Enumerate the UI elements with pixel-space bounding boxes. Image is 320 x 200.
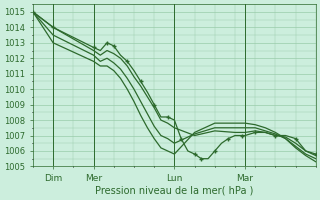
X-axis label: Pression niveau de la mer( hPa ): Pression niveau de la mer( hPa )	[95, 186, 253, 196]
